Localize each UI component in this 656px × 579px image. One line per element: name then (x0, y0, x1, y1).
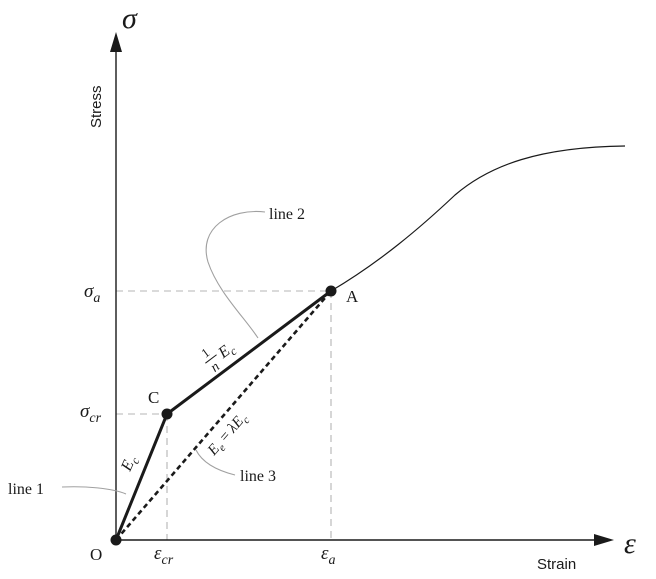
line1-modulus-label: Ec (118, 452, 143, 475)
x-axis-symbol: ε (624, 527, 636, 560)
x-axis-arrowhead (594, 534, 614, 546)
line1-leader (61, 486, 127, 495)
line3-callout: line 3 (240, 468, 276, 485)
line1-callout: line 1 (8, 481, 44, 498)
line2-fraction-bar (205, 354, 217, 364)
point-c-label: C (148, 388, 159, 407)
eps-cr-label: εcr (154, 543, 174, 568)
line3-secant (115, 290, 332, 541)
stress-strain-curve (330, 145, 626, 292)
y-axis-symbol: σ (122, 2, 138, 35)
point-c (161, 408, 173, 420)
origin-label: O (90, 545, 102, 564)
eps-a-label: εa (321, 543, 336, 568)
sigma-cr-label: σcr (80, 401, 102, 426)
line2-segment (165, 289, 333, 416)
point-a (325, 285, 337, 297)
origin-point (110, 534, 122, 546)
line2-modulus-label: 1 n Ec (198, 342, 240, 375)
line2-leader (205, 210, 266, 339)
y-axis-title: Stress (88, 85, 105, 128)
line1-segment (114, 412, 169, 542)
y-axis-arrowhead (110, 32, 122, 52)
line3-modulus-label: Ee = λEc (204, 410, 252, 461)
x-axis-title: Strain (537, 556, 576, 573)
line3-leader (195, 449, 236, 476)
sigma-a-label: σa (84, 281, 100, 306)
line2-numerator: 1 (198, 345, 212, 361)
point-a-label: A (346, 287, 359, 306)
line2-callout: line 2 (269, 206, 305, 223)
